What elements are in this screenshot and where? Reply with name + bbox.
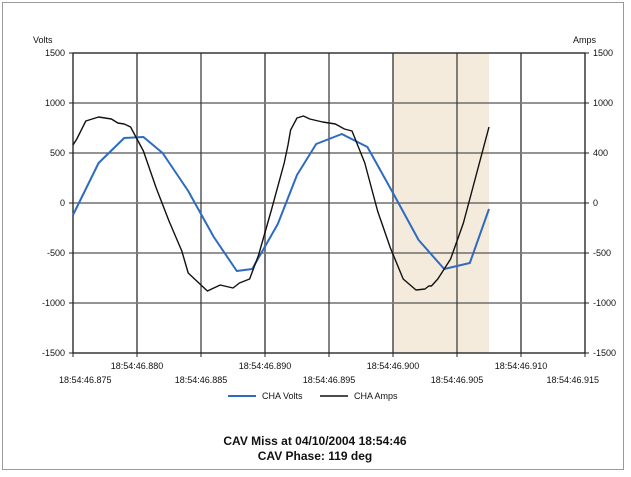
- x-tick-label: 18:54:46.875: [59, 375, 112, 385]
- x-tick-label: 18:54:46.915: [546, 375, 599, 385]
- y-left-tick-label: 0: [60, 198, 65, 208]
- legend: CHA Volts CHA Amps: [228, 391, 398, 401]
- series-line-amps: [72, 115, 490, 292]
- y-right-tick-label: 400: [593, 148, 608, 158]
- x-tick-label: 18:54:46.905: [431, 375, 484, 385]
- x-tick-label: 18:54:46.885: [175, 375, 228, 385]
- x-tick-label: 18:54:46.880: [111, 361, 164, 371]
- y-left-axis-title: Volts: [33, 35, 53, 45]
- y-left-tick-label: 500: [50, 148, 65, 158]
- y-right-tick-label: -500: [593, 248, 611, 258]
- cav-phase-caption: CAV Phase: 119 deg: [258, 449, 373, 463]
- y-left-tick-label: -500: [47, 248, 65, 258]
- x-tick-label: 18:54:46.900: [367, 361, 420, 371]
- y-right-tick-label: 1000: [593, 98, 613, 108]
- cav-miss-caption: CAV Miss at 04/10/2004 18:54:46: [223, 434, 407, 448]
- x-tick-label: 18:54:46.910: [495, 361, 548, 371]
- legend-label-volts: CHA Volts: [262, 391, 303, 401]
- y-right-tick-label: -1500: [593, 348, 616, 358]
- x-tick-label: 18:54:46.890: [239, 361, 292, 371]
- y-left-tick-label: 1000: [45, 98, 65, 108]
- chart-frame: 1500 1000 500 0 -500 -1000 -1500 1500 1000 400 0 -…: [2, 2, 624, 470]
- y-left-tick-label: 1500: [45, 48, 65, 58]
- y-left-tick-label: -1000: [42, 298, 65, 308]
- series-line-volts: [72, 133, 490, 272]
- y-right-tick-label: 0: [593, 198, 598, 208]
- y-right-axis-title: Amps: [573, 35, 597, 45]
- y-right-tick-label: -1000: [593, 298, 616, 308]
- y-left-tick-label: -1500: [42, 348, 65, 358]
- y-right-tick-label: 1500: [593, 48, 613, 58]
- legend-label-amps: CHA Amps: [354, 391, 398, 401]
- waveform-chart: 1500 1000 500 0 -500 -1000 -1500 1500 1000 400 0 -…: [33, 35, 616, 463]
- x-tick-label: 18:54:46.895: [303, 375, 356, 385]
